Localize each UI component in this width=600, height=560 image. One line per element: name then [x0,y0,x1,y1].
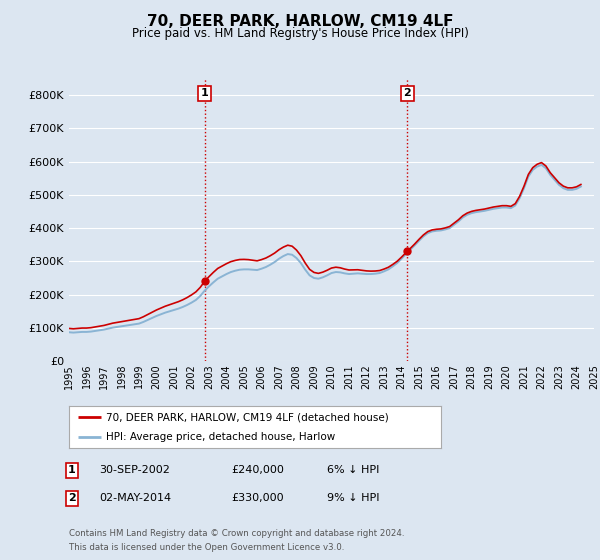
Text: 1: 1 [201,88,209,99]
Text: 30-SEP-2002: 30-SEP-2002 [99,465,170,475]
Text: Price paid vs. HM Land Registry's House Price Index (HPI): Price paid vs. HM Land Registry's House … [131,27,469,40]
Text: 1: 1 [68,465,76,475]
Text: 6% ↓ HPI: 6% ↓ HPI [327,465,379,475]
Text: HPI: Average price, detached house, Harlow: HPI: Average price, detached house, Harl… [106,432,335,442]
Text: This data is licensed under the Open Government Licence v3.0.: This data is licensed under the Open Gov… [69,543,344,552]
Text: 02-MAY-2014: 02-MAY-2014 [99,493,171,503]
Text: 9% ↓ HPI: 9% ↓ HPI [327,493,380,503]
Text: 2: 2 [68,493,76,503]
Text: 2: 2 [403,88,411,99]
Text: £330,000: £330,000 [231,493,284,503]
Text: 70, DEER PARK, HARLOW, CM19 4LF (detached house): 70, DEER PARK, HARLOW, CM19 4LF (detache… [106,412,389,422]
Text: 70, DEER PARK, HARLOW, CM19 4LF: 70, DEER PARK, HARLOW, CM19 4LF [147,14,453,29]
Text: Contains HM Land Registry data © Crown copyright and database right 2024.: Contains HM Land Registry data © Crown c… [69,529,404,538]
Text: £240,000: £240,000 [231,465,284,475]
